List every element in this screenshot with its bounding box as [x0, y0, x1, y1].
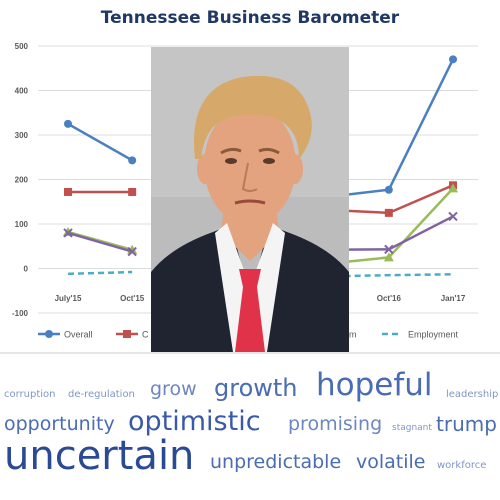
y-tick-label: 500 [15, 42, 29, 51]
word-cloud-word: hopeful [316, 367, 433, 403]
word-cloud-word: corruption [4, 389, 56, 400]
y-tick-label: 300 [15, 131, 29, 140]
data-point [128, 156, 137, 165]
data-point [384, 185, 393, 194]
data-point [128, 187, 137, 196]
data-point [64, 187, 72, 196]
legend-label: Employment [408, 330, 459, 340]
portrait-photo [151, 47, 349, 352]
word-cloud-word: promising [288, 413, 383, 435]
divider [0, 352, 500, 354]
word-cloud-word: unpredictable [210, 451, 342, 473]
legend-label: Overall [64, 330, 93, 340]
word-cloud-word: opportunity [4, 413, 115, 435]
data-point [384, 244, 394, 255]
word-cloud-word: trump [436, 412, 497, 436]
chart-title: Tennessee Business Barometer [100, 8, 400, 28]
data-point [384, 208, 393, 217]
x-tick-label: Oct'16 [377, 294, 402, 303]
legend-marker [45, 330, 53, 338]
x-tick-label: Oct'15 [120, 294, 145, 303]
word-cloud-word: de-regulation [68, 389, 135, 400]
word-cloud-word: leadership [446, 389, 499, 400]
legend-label: rm [346, 330, 357, 340]
y-tick-label: 400 [15, 87, 29, 96]
word-cloud-word: growth [214, 374, 298, 402]
legend-label: C [142, 330, 149, 340]
y-tick-label: -100 [12, 309, 29, 318]
data-point [63, 228, 73, 238]
data-point [127, 246, 137, 257]
word-cloud: corruption de-regulation grow growth hopeful… [0, 356, 500, 500]
series-line-0 [67, 122, 133, 162]
word-cloud-word: stagnant [392, 423, 432, 433]
y-tick-label: 200 [15, 176, 29, 185]
word-cloud-word: volatile [356, 451, 426, 473]
x-tick-label: Jan'17 [441, 294, 466, 303]
word-cloud-word: workforce [437, 460, 487, 471]
series-line-4 [67, 270, 133, 276]
series-line-3 [67, 231, 133, 253]
word-cloud-word: grow [150, 378, 197, 400]
word-cloud-word: uncertain [4, 433, 195, 479]
legend-marker [123, 330, 131, 338]
x-tick-label: July'15 [55, 294, 82, 303]
y-tick-label: 100 [15, 220, 29, 229]
data-point [448, 183, 458, 193]
y-tick-label: 0 [24, 265, 29, 274]
data-point [64, 119, 72, 128]
data-point [448, 211, 458, 222]
data-point [383, 252, 394, 262]
word-cloud-word: optimistic [128, 406, 261, 437]
data-point [449, 55, 457, 64]
